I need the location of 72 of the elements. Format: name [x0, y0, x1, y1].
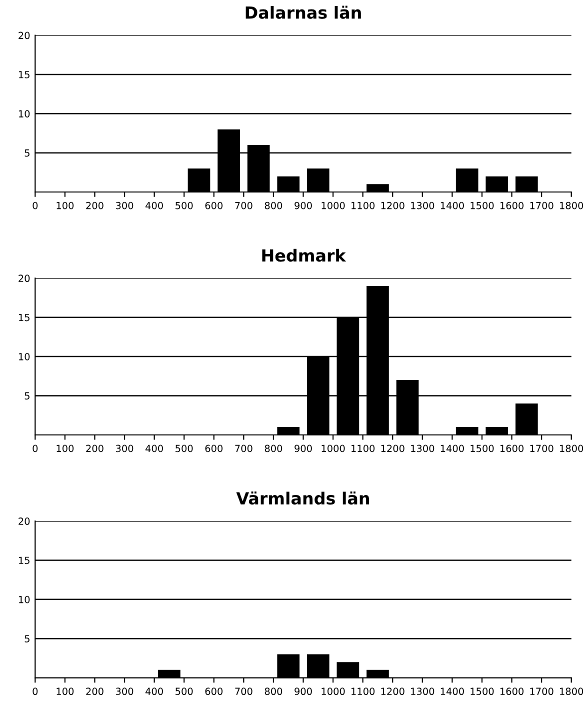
y-tick-label: 20: [18, 32, 30, 40]
x-tick-label: 100: [56, 202, 74, 210]
x-tick-label: 100: [56, 444, 74, 452]
y-tick-label: 15: [18, 314, 30, 322]
x-tick-label: 1800: [560, 688, 584, 696]
x-tick-label: 1700: [530, 444, 554, 452]
chart-title: Dalarnas län: [246, 6, 361, 19]
x-tick-label: 1700: [530, 202, 554, 210]
x-tick-label: 200: [86, 688, 104, 696]
y-tick-label: 20: [18, 518, 30, 525]
x-tick-label: 600: [205, 202, 223, 210]
chart-title: Hedmark: [262, 248, 346, 262]
x-tick-label: 1800: [560, 444, 584, 452]
y-tick-label: 20: [18, 274, 30, 282]
x-tick-label: 1100: [352, 444, 375, 452]
x-tick-label: 1800: [560, 202, 584, 210]
x-tick-label: 1600: [500, 688, 524, 696]
x-tick-label: 500: [176, 202, 193, 210]
x-tick-label: 1000: [322, 202, 345, 210]
x-tick-label: 1200: [381, 202, 404, 210]
x-tick-label: 1100: [352, 688, 375, 696]
x-tick-label: 1500: [470, 202, 494, 210]
x-tick-label: 0: [32, 688, 38, 696]
x-tick-label: 1700: [530, 688, 554, 696]
x-tick-label: 1000: [322, 444, 345, 452]
x-tick-label: 1300: [411, 444, 434, 452]
x-tick-label: 700: [235, 688, 252, 696]
x-tick-label: 1200: [381, 688, 404, 696]
x-tick-label: 800: [264, 444, 282, 452]
x-tick-label: 800: [264, 202, 282, 210]
x-tick-label: 400: [146, 688, 163, 696]
x-tick-label: 1400: [440, 202, 464, 210]
x-tick-label: 500: [176, 688, 193, 696]
y-tick-label: 10: [18, 353, 30, 360]
x-tick-label: 0: [32, 444, 38, 452]
x-tick-label: 200: [86, 444, 104, 452]
x-tick-label: 1300: [411, 688, 434, 696]
y-tick-label: 5: [24, 392, 30, 400]
x-tick-label: 0: [32, 202, 38, 210]
x-tick-label: 1500: [470, 444, 494, 452]
x-tick-label: 1000: [322, 688, 345, 696]
chart-title: Värmlands län: [236, 491, 370, 505]
x-tick-label: 300: [116, 202, 134, 210]
x-tick-label: 900: [294, 444, 312, 452]
x-tick-label: 300: [116, 444, 134, 452]
y-tick-label: 5: [24, 149, 30, 157]
x-tick-label: 100: [56, 688, 74, 696]
x-tick-label: 1600: [500, 444, 524, 452]
x-tick-label: 1100: [352, 202, 375, 210]
x-tick-label: 300: [116, 688, 134, 696]
x-tick-label: 700: [235, 202, 252, 210]
x-tick-label: 900: [294, 202, 312, 210]
x-tick-label: 1400: [440, 444, 464, 452]
x-tick-label: 1200: [381, 444, 404, 452]
y-tick-label: 10: [18, 110, 30, 118]
x-tick-label: 500: [176, 444, 193, 452]
x-tick-label: 700: [235, 444, 252, 452]
x-tick-label: 600: [205, 688, 223, 696]
x-tick-label: 400: [146, 202, 163, 210]
y-tick-label: 10: [18, 596, 30, 604]
x-tick-label: 400: [146, 444, 163, 452]
x-tick-label: 800: [264, 688, 282, 696]
y-tick-label: 15: [18, 71, 30, 78]
x-tick-label: 900: [294, 688, 312, 696]
x-tick-label: 1500: [470, 688, 494, 696]
x-tick-label: 1400: [440, 688, 464, 696]
x-tick-label: 200: [86, 202, 104, 210]
x-tick-label: 1300: [411, 202, 434, 210]
x-tick-label: 1600: [500, 202, 524, 210]
y-tick-label: 15: [18, 556, 30, 564]
x-tick-label: 600: [205, 444, 223, 452]
y-tick-label: 5: [24, 635, 30, 642]
